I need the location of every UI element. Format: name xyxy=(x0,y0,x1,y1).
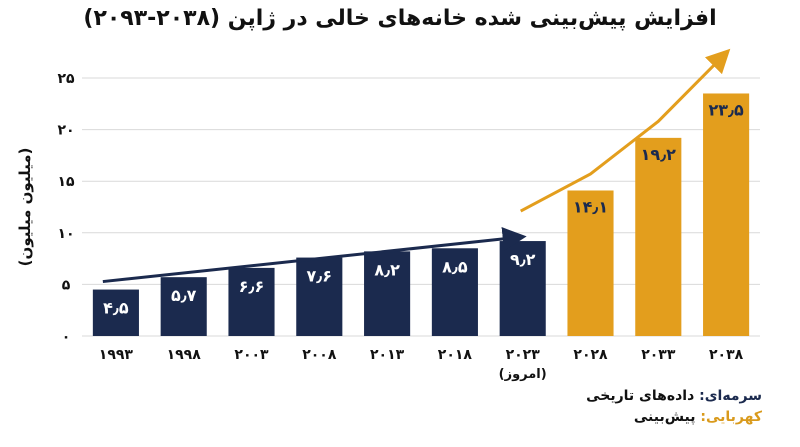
bar-historical xyxy=(364,251,411,336)
bar-forecast xyxy=(703,93,750,336)
x-tick-label: ۲۰۳۸ xyxy=(709,347,744,363)
bar-value-label: ۱۹٫۲ xyxy=(641,145,677,164)
y-axis-title: (میلیون میلیون) xyxy=(16,148,34,267)
legend-forecast-key: کهربایی: xyxy=(700,409,762,425)
x-tick-label: ۲۰۰۸ xyxy=(302,347,337,363)
bar-historical xyxy=(431,248,478,336)
legend-forecast: کهربایی: پیش‌بینی xyxy=(634,409,762,425)
bar-value-label: ۵٫۷ xyxy=(171,286,197,305)
bar-historical xyxy=(228,267,275,336)
x-tick-label: ۱۹۹۸ xyxy=(167,347,202,363)
bar-value-label: ۹٫۲ xyxy=(510,250,536,269)
legend-historical: سرمه‌ای: داده‌های تاریخی xyxy=(586,388,762,404)
trend-arrow-historical xyxy=(102,227,527,284)
bar-historical xyxy=(92,289,139,336)
x-tick-sublabel: (امروز) xyxy=(499,367,547,382)
bar-value-label: ۸٫۵ xyxy=(442,257,468,276)
bar-value-label: ۶٫۶ xyxy=(239,277,265,296)
y-tick-label: ۱۵ xyxy=(57,174,75,190)
bar-forecast xyxy=(567,190,614,336)
y-tick-label: ۲۰ xyxy=(57,123,74,139)
x-tick-label: ۲۰۲۸ xyxy=(573,347,608,363)
chart-title: افزایش پیش‌بینی شده خانه‌های خالی در ژاپ… xyxy=(83,6,717,31)
x-tick-label: ۲۰۱۳ xyxy=(370,347,405,363)
bar-forecast xyxy=(635,137,682,336)
bar-value-label: ۲۳٫۵ xyxy=(708,100,744,119)
legend-historical-key: سرمه‌ای: xyxy=(699,388,762,404)
x-tick-label: ۱۹۹۳ xyxy=(99,347,134,363)
bar-value-label: ۸٫۲ xyxy=(374,260,400,279)
bar-historical xyxy=(499,241,546,336)
y-tick-label: ۵ xyxy=(62,277,71,293)
bar-historical xyxy=(296,257,343,336)
bar-value-label: ۴٫۵ xyxy=(103,299,129,318)
bar-historical xyxy=(160,277,207,336)
legend-forecast-text: پیش‌بینی xyxy=(633,409,701,425)
legend-historical-text: داده‌های تاریخی xyxy=(586,388,700,404)
y-tick-label: ۲۵ xyxy=(57,71,75,87)
bar-value-label: ۷٫۶ xyxy=(307,267,333,286)
y-tick-label: ۱۰ xyxy=(57,226,74,242)
x-tick-label: ۲۰۱۸ xyxy=(438,347,473,363)
x-tick-label: ۲۰۳۳ xyxy=(641,347,676,363)
x-tick-label: ۲۰۲۳ xyxy=(506,347,541,363)
trend-arrow-forecast xyxy=(519,48,731,213)
y-tick-label: ۰ xyxy=(62,329,71,345)
bar-value-label: ۱۴٫۱ xyxy=(573,197,608,216)
x-tick-label: ۲۰۰۳ xyxy=(234,347,269,363)
